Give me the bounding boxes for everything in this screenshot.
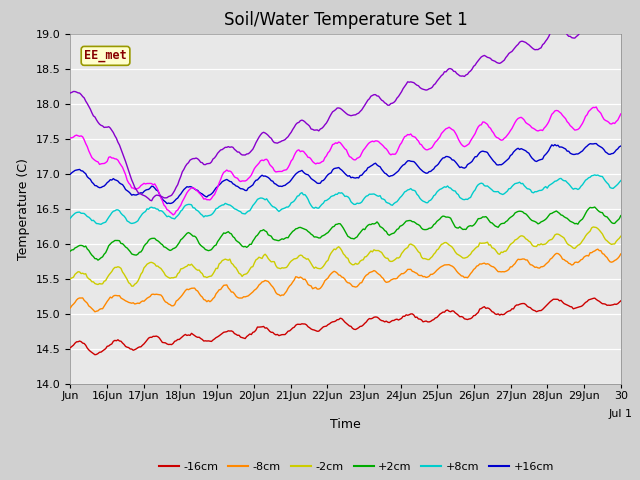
Text: Jul 1: Jul 1 bbox=[609, 409, 633, 419]
Y-axis label: Temperature (C): Temperature (C) bbox=[17, 158, 30, 260]
X-axis label: Time: Time bbox=[330, 418, 361, 431]
Text: EE_met: EE_met bbox=[84, 49, 127, 62]
Title: Soil/Water Temperature Set 1: Soil/Water Temperature Set 1 bbox=[224, 11, 467, 29]
